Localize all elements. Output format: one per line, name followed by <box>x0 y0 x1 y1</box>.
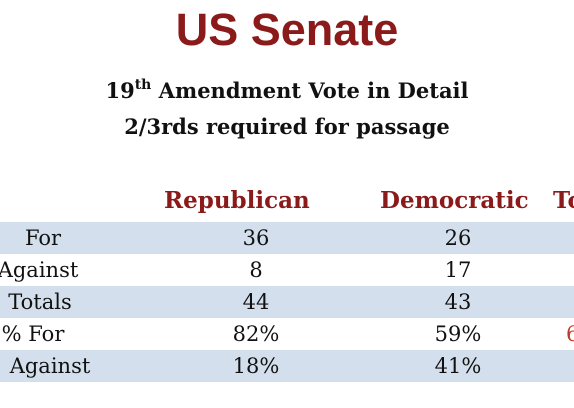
table-row-totals: Totals 44 43 <box>0 286 574 318</box>
democratic-value: 41% <box>434 354 482 378</box>
democratic-value: 59% <box>434 322 482 346</box>
row-label: For <box>24 226 62 250</box>
table-row-percent-for: % For 82% 59% 6 <box>0 318 574 350</box>
subtitle-ordinal-suffix: th <box>134 77 152 93</box>
table-row-percent-against: Against 18% 41% <box>0 350 574 382</box>
total-value <box>566 254 574 286</box>
page-title: US Senate <box>175 4 399 55</box>
republican-value: 36 <box>242 226 270 250</box>
header-democratic: Democratic <box>380 187 529 214</box>
republican-value: 44 <box>242 290 270 314</box>
republican-value: 82% <box>232 322 280 346</box>
row-label: % For <box>1 322 65 346</box>
row-label: Against <box>0 258 79 282</box>
vote-table: s Republican Democratic To For 36 26 Aga… <box>0 184 574 384</box>
header-category: s <box>0 184 1 218</box>
subtitle-line-1-text: Amendment Vote in Detail <box>151 78 469 103</box>
total-value <box>566 350 574 382</box>
subtitle-line-1: 19th Amendment Vote in Detail <box>0 76 574 106</box>
total-value <box>566 222 574 254</box>
table-row-against: Against 8 17 <box>0 254 574 286</box>
total-value <box>566 286 574 318</box>
header-total: To <box>553 187 574 214</box>
democratic-value: 26 <box>444 226 472 250</box>
republican-value: 18% <box>232 354 280 378</box>
subtitle-ordinal-number: 19 <box>105 78 135 103</box>
democratic-value: 43 <box>444 290 472 314</box>
republican-value: 8 <box>249 258 263 282</box>
total-value: 6 <box>566 322 574 346</box>
row-label: Totals <box>8 290 72 314</box>
table-row-for: For 36 26 <box>0 222 574 254</box>
subtitle-line-2: 2/3rds required for passage <box>124 114 450 139</box>
democratic-value: 17 <box>444 258 472 282</box>
row-label: Against <box>9 354 91 378</box>
header-republican: Republican <box>164 187 310 214</box>
